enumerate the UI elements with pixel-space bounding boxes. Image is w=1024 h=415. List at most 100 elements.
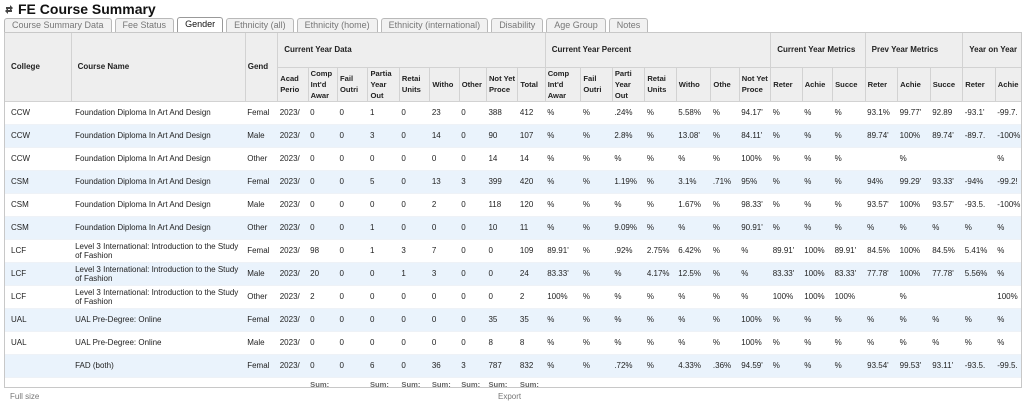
col-header-sub[interactable]: Fail Outri	[580, 67, 613, 102]
col-header-sub[interactable]: Achie	[995, 67, 1021, 102]
data-cell: 2	[517, 285, 546, 309]
tab-ethnicity-all[interactable]: Ethnicity (all)	[226, 18, 294, 32]
data-cell: 0	[308, 170, 338, 194]
table-row[interactable]: LCF Level 3 International: Introduction t…	[5, 262, 1021, 286]
col-header-sub[interactable]: Reter	[865, 67, 899, 102]
col-header-college[interactable]: College	[5, 33, 72, 102]
college-cell: CSM	[5, 170, 72, 194]
gender-cell: Other	[245, 147, 278, 171]
data-cell: 2023/	[277, 101, 309, 125]
col-header-sub[interactable]: Not Yet Proce	[739, 67, 772, 102]
course-name-cell: Level 3 International: Introduction to t…	[71, 262, 246, 286]
table-row[interactable]: UAL UAL Pre-Degree: Online Male 2023/0 0 0 0 0 0…	[5, 331, 1021, 355]
data-cell: .36%	[710, 354, 740, 378]
data-cell: %	[644, 285, 677, 309]
data-cell: 120	[517, 193, 546, 217]
table-row[interactable]: FAD (both) Femal 2023/0 0 6 0 36 3 787 832%% .72%%…	[5, 354, 1021, 378]
table-row[interactable]: CSM Foundation Diploma In Art And Design F…	[5, 170, 1021, 194]
col-header-gender[interactable]: Gend	[245, 33, 279, 102]
col-header-sub[interactable]: Comp Int'd Awar	[308, 67, 339, 102]
data-cell: 89.91'	[770, 239, 803, 263]
tab-age-group[interactable]: Age Group	[546, 18, 606, 32]
full-size-link[interactable]: Full size	[10, 392, 40, 401]
data-cell: %	[710, 308, 740, 332]
col-header-sub[interactable]: Othe	[710, 67, 740, 102]
tab-disability[interactable]: Disability	[491, 18, 544, 32]
data-cell: 89.91'	[832, 239, 866, 263]
data-cell: %	[644, 331, 677, 355]
col-header-course-name[interactable]: Course Name	[71, 33, 246, 102]
table-body: CCW Foundation Diploma In Art And Design F…	[5, 101, 1021, 378]
data-cell: %	[995, 262, 1021, 286]
data-cell: %	[770, 308, 803, 332]
col-header-sub[interactable]: Comp Int'd Awar	[545, 67, 582, 102]
col-header-sub[interactable]: Retai Units	[399, 67, 431, 102]
group-header-current-year-metrics: Current Year Metrics	[770, 33, 866, 68]
col-header-sub[interactable]: Fail Outri	[337, 67, 369, 102]
table-row[interactable]: LCF Level 3 International: Introduction t…	[5, 239, 1021, 263]
course-name-cell: UAL Pre-Degree: Online	[71, 331, 246, 355]
col-header-sub[interactable]: Acad Perio	[277, 67, 309, 102]
data-cell: 24	[517, 262, 546, 286]
col-header-sub[interactable]: Reter	[770, 67, 803, 102]
data-cell: 93.57'	[865, 193, 898, 217]
data-cell: 0	[429, 331, 460, 355]
data-grid[interactable]: College Course Name Gend Current Year Da…	[4, 32, 1022, 388]
data-cell: 100%	[739, 147, 771, 171]
tab-ethnicity-international[interactable]: Ethnicity (international)	[380, 18, 489, 32]
data-cell: -93.5.	[962, 193, 996, 217]
gender-cell: Femal	[245, 308, 278, 332]
data-cell: %	[770, 193, 803, 217]
data-cell: %	[676, 285, 711, 309]
data-cell: %	[545, 124, 581, 148]
data-cell: %	[710, 147, 740, 171]
table-row[interactable]: UAL UAL Pre-Degree: Online Femal 2023/0 0 0 0 0…	[5, 308, 1021, 332]
data-cell: 1	[367, 239, 400, 263]
col-header-sub[interactable]: Retai Units	[644, 67, 677, 102]
tab-fee-status[interactable]: Fee Status	[114, 18, 175, 32]
col-header-sub[interactable]: Achie	[802, 67, 834, 102]
table-row[interactable]: CCW Foundation Diploma In Art And Design O…	[5, 147, 1021, 171]
col-header-sub[interactable]: Partia Year Out	[367, 67, 400, 102]
tab-gender[interactable]: Gender	[177, 17, 224, 32]
sum-label: Sum:	[431, 379, 451, 388]
col-header-sub[interactable]: Other	[459, 67, 487, 102]
col-header-sub[interactable]: Succe	[930, 67, 964, 102]
data-cell: 388	[486, 101, 518, 125]
college-cell: LCF	[5, 239, 72, 263]
col-header-sub[interactable]: Witho	[429, 67, 460, 102]
table-row[interactable]: CSM Foundation Diploma In Art And Design O…	[5, 216, 1021, 240]
col-header-sub[interactable]: Not Yet Proce	[486, 67, 519, 102]
sum-label: Sum:	[369, 379, 389, 388]
course-name-cell: Foundation Diploma In Art And Design	[71, 101, 246, 125]
table-row[interactable]: LCF Level 3 International: Introduction t…	[5, 285, 1021, 309]
data-cell: %	[612, 193, 645, 217]
export-link[interactable]: Export	[498, 392, 522, 401]
data-cell: 0	[367, 331, 400, 355]
data-cell: %	[832, 124, 866, 148]
tab-notes[interactable]: Notes	[608, 18, 649, 32]
data-cell: %	[545, 216, 581, 240]
data-cell: 0	[399, 285, 430, 309]
tab-course-summary-data[interactable]: Course Summary Data	[4, 18, 112, 32]
table-row[interactable]: CSM Foundation Diploma In Art And Design M…	[5, 193, 1021, 217]
refresh-icon[interactable]	[4, 3, 14, 15]
col-header-sub[interactable]: Achie	[897, 67, 931, 102]
data-cell: %	[545, 147, 581, 171]
table-row[interactable]: CCW Foundation Diploma In Art And Design M…	[5, 124, 1021, 148]
col-header-sub[interactable]: Reter	[962, 67, 996, 102]
data-cell: 100%	[770, 285, 803, 309]
data-cell: 0	[308, 124, 338, 148]
tab-ethnicity-home[interactable]: Ethnicity (home)	[296, 18, 378, 32]
col-header-sub[interactable]: Witho	[676, 67, 712, 102]
data-cell: 0	[308, 308, 338, 332]
data-cell: 95%	[739, 170, 771, 194]
data-cell: 0	[429, 308, 460, 332]
table-row[interactable]: CCW Foundation Diploma In Art And Design F…	[5, 101, 1021, 125]
col-header-sub[interactable]: Succe	[832, 67, 866, 102]
data-cell: 109	[517, 239, 546, 263]
col-header-sub[interactable]: Total	[517, 67, 546, 102]
college-cell: LCF	[5, 285, 72, 309]
col-header-sub[interactable]: Parti Year Out	[612, 67, 646, 102]
data-cell: %	[802, 193, 833, 217]
